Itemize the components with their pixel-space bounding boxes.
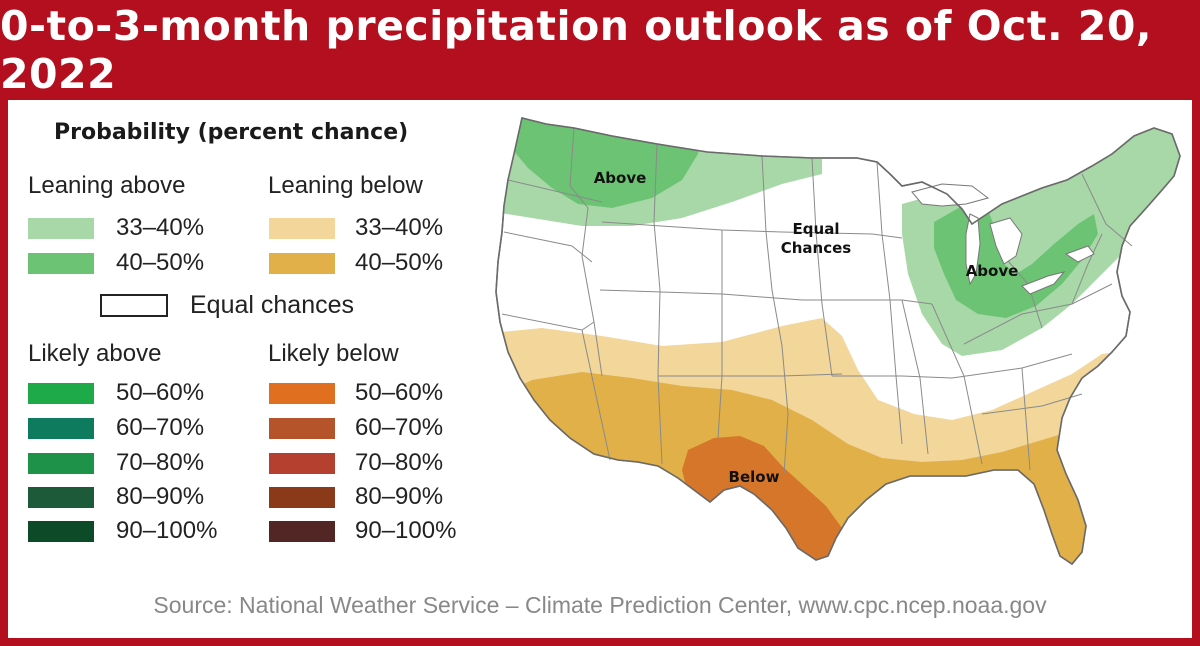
legend-heading-leaning-below: Leaning below	[268, 172, 423, 199]
legend-label-likely-below-80-90: 80–90%	[355, 483, 444, 510]
legend-heading-leaning-above: Leaning above	[28, 172, 186, 199]
map-label-equal-line1: Equal	[793, 220, 840, 238]
legend-label-likely-above-60-70: 60–70%	[116, 414, 205, 441]
legend-label-likely-below-90-100: 90–100%	[355, 517, 457, 544]
map-us-outline	[495, 117, 1181, 566]
legend-label-likely-above-70-80: 70–80%	[116, 449, 205, 476]
page-title: 0-to-3-month precipitation outlook as of…	[0, 2, 1152, 98]
lake-erie	[1021, 271, 1066, 295]
lake-huron	[989, 217, 1023, 265]
map-label-equal-line2: Chances	[781, 239, 852, 257]
legend-label-leaning-below-40-50: 40–50%	[355, 249, 444, 276]
legend-swatch-likely-below-60-70	[269, 418, 335, 439]
legend-label-leaning-above-33-40: 33–40%	[116, 214, 205, 241]
legend-swatch-likely-above-50-60	[28, 383, 94, 404]
legend-label-equal-chances: Equal chances	[190, 291, 355, 319]
legend-swatch-likely-above-80-90	[28, 487, 94, 508]
legend-label-likely-above-90-100: 90–100%	[116, 517, 218, 544]
legend-label-leaning-below-33-40: 33–40%	[355, 214, 444, 241]
legend-label-leaning-above-40-50: 40–50%	[116, 249, 205, 276]
legend-swatch-likely-below-90-100	[269, 521, 335, 542]
legend-swatch-leaning-below-40-50	[269, 253, 335, 274]
legend-swatch-leaning-above-40-50	[28, 253, 94, 274]
precipitation-outlook-map: Above Equal Chances Above Below	[495, 117, 1181, 566]
map-label-above-great-lakes: Above	[966, 262, 1019, 280]
map-state-borders	[501, 127, 1133, 475]
content-panel: Probability (percent chance) Leaning abo…	[8, 100, 1192, 638]
legend-swatch-likely-below-70-80	[269, 453, 335, 474]
title-bar: 0-to-3-month precipitation outlook as of…	[0, 0, 1200, 100]
legend-heading-likely-below: Likely below	[268, 340, 399, 367]
source-credit: Source: National Weather Service – Clima…	[153, 592, 1047, 618]
legend-label-likely-above-80-90: 80–90%	[116, 483, 205, 510]
legend-swatch-leaning-below-33-40	[269, 218, 335, 239]
lake-superior	[911, 183, 990, 207]
legend-swatch-likely-above-60-70	[28, 418, 94, 439]
legend-title: Probability (percent chance)	[54, 120, 409, 145]
legend-label-likely-above-50-60: 50–60%	[116, 379, 205, 406]
legend-swatch-leaning-above-33-40	[28, 218, 94, 239]
legend-label-likely-below-60-70: 60–70%	[355, 414, 444, 441]
legend-swatch-likely-above-70-80	[28, 453, 94, 474]
map-great-lakes	[911, 183, 1095, 295]
legend-heading-likely-above: Likely above	[28, 340, 162, 367]
legend-swatch-likely-above-90-100	[28, 521, 94, 542]
legend-label-likely-below-70-80: 70–80%	[355, 449, 444, 476]
legend-label-likely-below-50-60: 50–60%	[355, 379, 444, 406]
map-label-below-south: Below	[729, 468, 780, 486]
lake-ontario	[1064, 245, 1095, 263]
legend-swatch-likely-below-80-90	[269, 487, 335, 508]
legend-swatch-equal-chances	[100, 294, 168, 317]
lake-michigan	[965, 213, 981, 286]
legend-swatch-likely-below-50-60	[269, 383, 335, 404]
map-label-above-northwest: Above	[594, 169, 647, 187]
